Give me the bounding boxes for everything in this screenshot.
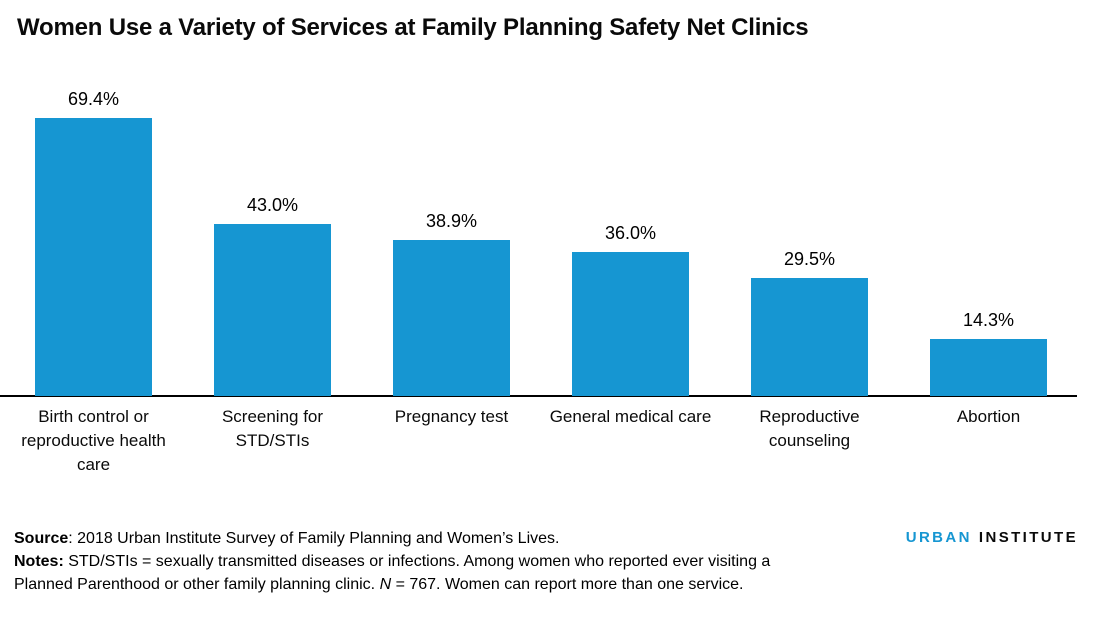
notes-text-1: STD/STIs = sexually transmitted diseases… — [14, 553, 771, 593]
value-label-5: 29.5% — [783, 249, 836, 269]
category-label-6: Abortion — [956, 407, 1021, 426]
notes-label: Notes: — [14, 553, 64, 570]
bar-3 — [393, 240, 510, 396]
category-label-5: Reproductive counseling — [759, 407, 860, 450]
n-symbol: N — [379, 576, 392, 593]
source-note: Source: 2018 Urban Institute Survey of F… — [14, 527, 826, 550]
chart-title: Women Use a Variety of Services at Famil… — [17, 14, 809, 41]
logo-urban-text: URBAN — [905, 529, 972, 546]
category-label-2: Screening for STD/STIs — [221, 407, 324, 450]
value-label-3: 38.9% — [425, 211, 478, 231]
notes-note: Notes: STD/STIs = sexually transmitted d… — [14, 550, 826, 596]
bar-2 — [214, 224, 331, 396]
bar-4 — [572, 252, 689, 396]
x-axis-line — [0, 395, 1077, 397]
value-label-1: 69.4% — [67, 89, 120, 109]
bar-6 — [930, 339, 1047, 396]
value-label-2: 43.0% — [246, 195, 299, 215]
category-label-4: General medical care — [549, 407, 712, 426]
source-label: Source — [14, 530, 69, 547]
bar-1 — [35, 118, 152, 396]
source-text: : 2018 Urban Institute Survey of Family … — [68, 530, 560, 547]
urban-institute-logo: URBAN INSTITUTE — [906, 529, 1078, 546]
category-label-3: Pregnancy test — [394, 407, 509, 426]
bar-5 — [751, 278, 868, 396]
footnotes: Source: 2018 Urban Institute Survey of F… — [14, 527, 826, 596]
value-label-4: 36.0% — [604, 223, 657, 243]
category-label-1: Birth control or reproductive health car… — [21, 407, 166, 474]
notes-text-2: = 767. Women can report more than one se… — [391, 576, 744, 593]
value-label-6: 14.3% — [962, 310, 1015, 330]
logo-institute-text: INSTITUTE — [978, 529, 1078, 546]
